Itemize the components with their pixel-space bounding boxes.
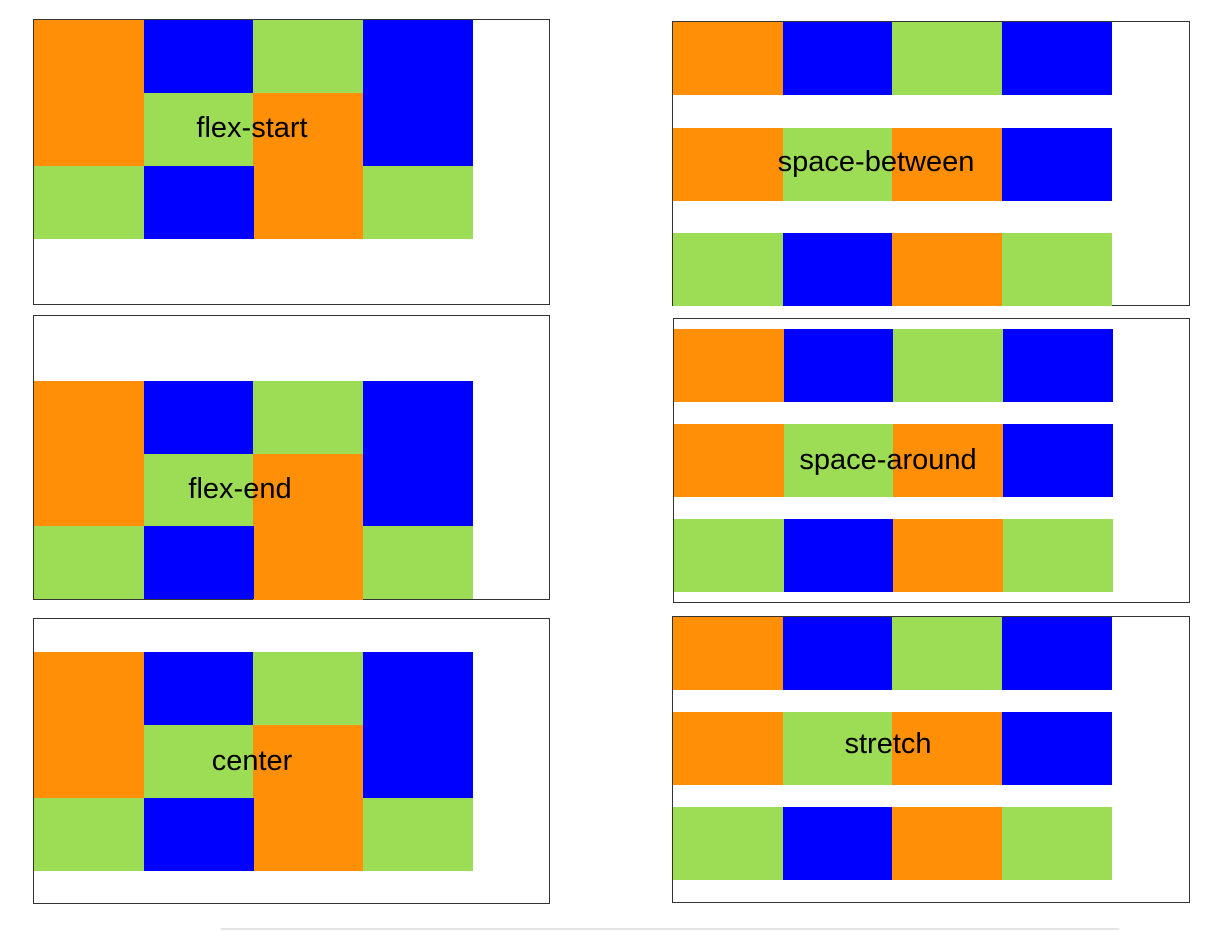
flex-item-block: [893, 519, 1003, 592]
flex-item-block: [892, 233, 1002, 306]
flex-item-block: [143, 725, 254, 798]
flex-item-block: [253, 454, 363, 600]
panel-label-center: center: [211, 745, 293, 777]
flex-item-block: [34, 20, 144, 166]
flex-item-block: [783, 329, 894, 402]
flex-item-block: [782, 617, 893, 690]
flex-item-block: [673, 22, 783, 95]
flex-item-block: [34, 526, 144, 599]
flex-item-block: [1002, 519, 1113, 592]
flex-item-block: [892, 807, 1002, 880]
flex-item-block: [782, 128, 893, 201]
flex-item-block: [782, 233, 893, 306]
flex-item-block: [674, 519, 784, 592]
panel-label-flex-end: flex-end: [188, 473, 292, 505]
flex-item-block: [253, 725, 363, 871]
panel-label-stretch: stretch: [844, 728, 932, 760]
flex-item-block: [362, 20, 473, 166]
panel-label-flex-start: flex-start: [196, 112, 308, 144]
flex-item-block: [673, 807, 783, 880]
panel-stretch: [672, 616, 1190, 903]
flex-item-block: [253, 20, 363, 93]
flex-item-block: [34, 166, 144, 239]
flex-item-block: [1001, 617, 1112, 690]
flex-item-block: [143, 652, 254, 725]
flex-item-block: [362, 381, 473, 527]
flex-item-block: [892, 128, 1002, 201]
flex-item-block: [1001, 22, 1112, 95]
flex-item-block: [673, 617, 783, 690]
panel-center: [33, 618, 550, 904]
flex-item-block: [1001, 807, 1112, 880]
flex-item-block: [673, 712, 783, 785]
flex-item-block: [362, 652, 473, 798]
flex-item-block: [362, 798, 473, 871]
flex-item-block: [1001, 128, 1112, 201]
footer-divider: [221, 928, 1119, 930]
flex-item-block: [673, 128, 783, 201]
flex-item-block: [34, 798, 144, 871]
flex-item-block: [362, 526, 473, 599]
flex-item-block: [143, 20, 254, 93]
flex-item-block: [34, 652, 144, 798]
flex-item-block: [1002, 424, 1113, 497]
flex-item-block: [782, 22, 893, 95]
flex-item-block: [782, 712, 893, 785]
flex-item-block: [1001, 233, 1112, 306]
flex-item-block: [143, 798, 254, 871]
flex-item-block: [893, 424, 1003, 497]
flex-item-block: [362, 166, 473, 239]
flex-item-block: [893, 329, 1003, 402]
panel-label-space-between: space-between: [777, 146, 975, 178]
panel-label-space-around: space-around: [799, 444, 977, 476]
flex-item-block: [892, 22, 1002, 95]
panel-space-around: [673, 318, 1190, 603]
flex-item-block: [143, 381, 254, 454]
flex-item-block: [143, 526, 254, 599]
flex-item-block: [783, 519, 894, 592]
flex-item-block: [673, 233, 783, 306]
panel-flex-start: [33, 19, 550, 305]
flex-item-block: [143, 454, 254, 527]
flex-item-block: [783, 424, 894, 497]
flex-item-block: [1001, 712, 1112, 785]
flex-item-block: [782, 807, 893, 880]
flex-item-block: [674, 424, 784, 497]
flex-item-block: [143, 166, 254, 239]
flex-item-block: [892, 712, 1002, 785]
flex-item-block: [34, 381, 144, 527]
panel-space-between: [672, 21, 1190, 306]
flex-item-block: [253, 652, 363, 725]
flex-item-block: [1002, 329, 1113, 402]
flex-item-block: [892, 617, 1002, 690]
flex-item-block: [253, 93, 363, 239]
flex-item-block: [253, 381, 363, 454]
panel-flex-end: [33, 315, 550, 600]
flex-item-block: [674, 329, 784, 402]
flex-item-block: [143, 93, 254, 166]
